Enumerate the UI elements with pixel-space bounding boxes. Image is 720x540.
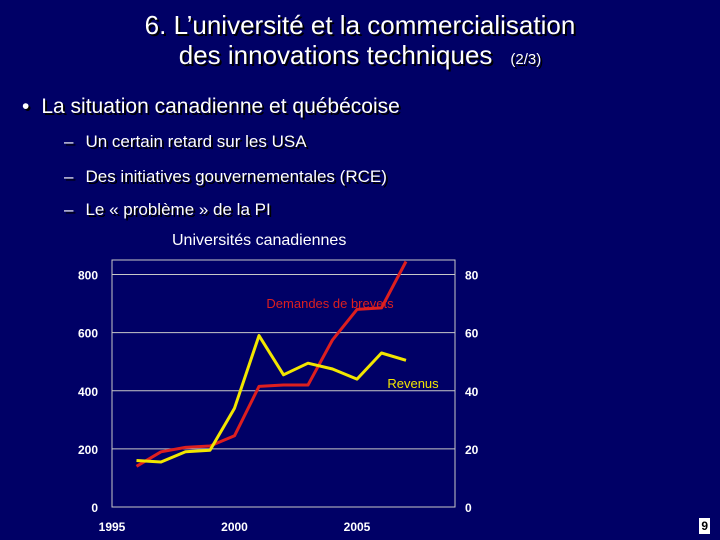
y-left-tick-label: 600 bbox=[78, 327, 98, 341]
y-right-tick-label: 0 bbox=[465, 501, 472, 515]
y-right-tick-label: 80 bbox=[465, 269, 479, 283]
title-line-2: des innovations techniques (2/3) bbox=[0, 40, 720, 75]
bullet-dot-icon: • bbox=[22, 95, 30, 118]
subbullet-3: – Le « problème » de la PI bbox=[64, 200, 271, 220]
series-label-revenus: Revenus bbox=[387, 376, 439, 391]
title-line-1: 6. L’université et la commercialisation bbox=[144, 10, 576, 40]
dash-icon: – bbox=[64, 132, 74, 151]
x-tick-label: 2005 bbox=[344, 520, 371, 534]
bullet-main: • La situation canadienne et québécoise bbox=[22, 95, 400, 119]
series-line-revenus bbox=[136, 334, 407, 464]
y-left-tick-label: 400 bbox=[78, 385, 98, 399]
subbullet-1-text: Un certain retard sur les USA bbox=[85, 132, 307, 151]
y-left-tick-label: 200 bbox=[78, 443, 98, 457]
page-number: 9 bbox=[699, 518, 710, 534]
dash-icon: – bbox=[64, 200, 74, 219]
bullet-main-text: La situation canadienne et québécoise bbox=[41, 95, 400, 118]
subbullet-2-text: Des initiatives gouvernementales (RCE) bbox=[85, 167, 387, 186]
y-right-tick-label: 60 bbox=[465, 327, 479, 341]
series-label-brevets: Demandes de brevets bbox=[266, 296, 394, 311]
y-left-tick-label: 800 bbox=[78, 269, 98, 283]
x-tick-label: 2000 bbox=[221, 520, 248, 534]
title-part-indicator: (2/3) bbox=[510, 51, 542, 68]
dash-icon: – bbox=[64, 167, 74, 186]
slide-title: 6. L’université et la commercialisation … bbox=[0, 10, 720, 75]
subbullet-3-text: Le « problème » de la PI bbox=[85, 200, 271, 219]
series-line-brevets bbox=[135, 260, 408, 468]
subbullet-2: – Des initiatives gouvernementales (RCE) bbox=[64, 167, 387, 187]
subbullet-1: – Un certain retard sur les USA bbox=[64, 132, 307, 152]
y-right-tick-label: 40 bbox=[465, 385, 479, 399]
chart-title: Universités canadiennes bbox=[172, 232, 347, 249]
y-right-tick-label: 20 bbox=[465, 443, 479, 457]
x-tick-label: 1995 bbox=[99, 520, 126, 534]
title-line-2-text: des innovations techniques bbox=[178, 40, 493, 70]
y-left-tick-label: 0 bbox=[91, 501, 98, 515]
